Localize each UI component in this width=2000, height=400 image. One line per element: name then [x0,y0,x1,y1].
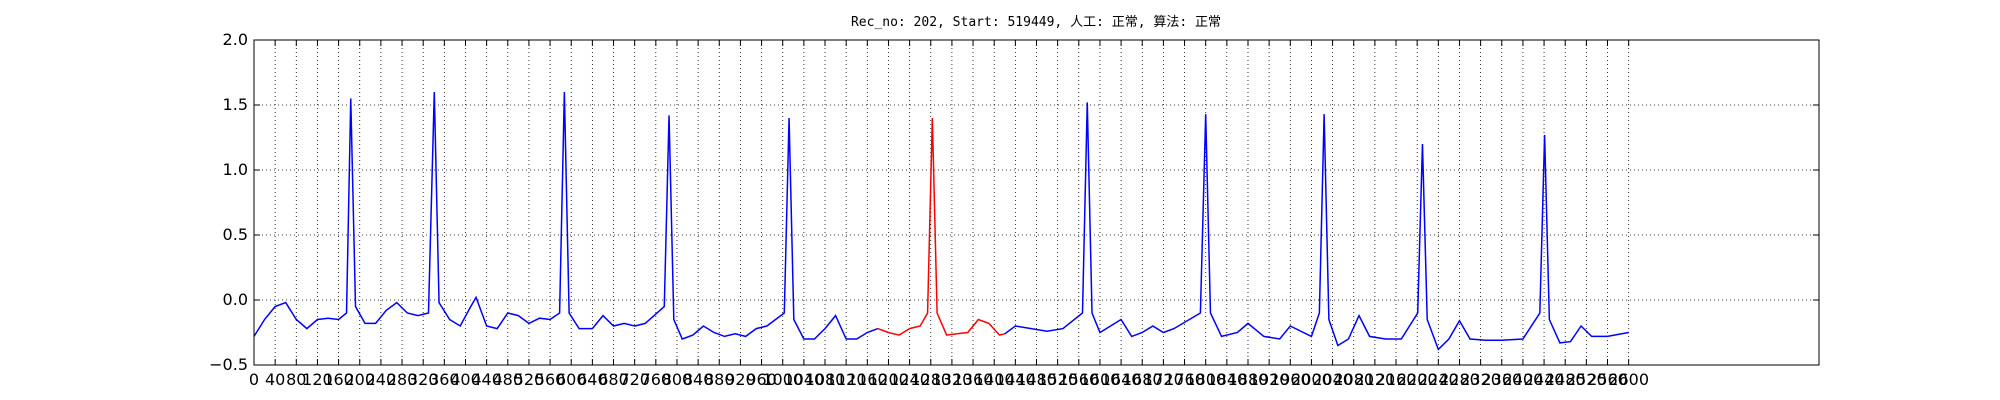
x-tick-label: 1960 [1270,370,1311,389]
x-tick-label: 2240 [1418,370,1459,389]
x-tick-label: 1840 [1206,370,1247,389]
ecg-line [253,91,879,340]
y-tick-label: 2.0 [223,30,248,49]
x-tick-label: 1280 [910,370,951,389]
x-tick-label: 2440 [1524,370,1565,389]
x-tick-label: 760 [641,370,672,389]
x-tick-label: 960 [746,370,777,389]
x-tick-label: 2400 [1503,370,1544,389]
x-tick-label: 1080 [805,370,846,389]
x-tick-label: 1120 [826,370,867,389]
x-tick-label: 240 [366,370,397,389]
x-tick-label: 1000 [762,370,803,389]
x-tick-label: 1560 [1058,370,1099,389]
x-tick-label: 1040 [784,370,825,389]
y-tick-label: 1.5 [223,95,248,114]
x-tick-label: 720 [619,370,650,389]
x-tick-label: 600 [556,370,587,389]
y-tick-label: −0.5 [209,355,248,374]
y-tick-label: 1.0 [223,160,248,179]
x-tick-label: 880 [704,370,735,389]
x-tick-label: 360 [429,370,460,389]
x-tick-label: 2040 [1312,370,1353,389]
x-tick-label: 1240 [889,370,930,389]
x-tick-label: 2360 [1481,370,1522,389]
x-tick-label: 2160 [1376,370,1417,389]
x-tick-label: 840 [683,370,714,389]
x-tick-label: 1680 [1122,370,1163,389]
x-tick-label: 480 [493,370,524,389]
x-tick-label: 160 [323,370,354,389]
ecg-line [1004,102,1629,351]
x-tick-label: 1640 [1101,370,1142,389]
x-tick-label: 1600 [1080,370,1121,389]
x-tick-label: 2480 [1545,370,1586,389]
y-tick-label: 0.0 [223,290,248,309]
x-tick-label: 120 [302,370,333,389]
x-tick-label: 1480 [1016,370,1057,389]
x-tick-label: 1880 [1228,370,1269,389]
x-tick-label: 2560 [1587,370,1628,389]
x-tick-label: 1440 [995,370,1036,389]
x-tick-label: 2320 [1460,370,1501,389]
x-tick-label: 0 [249,370,259,389]
x-tick-label: 200 [344,370,375,389]
x-tick-label: 2600 [1608,370,1649,389]
x-tick-label: 80 [286,370,306,389]
x-tick-label: 1800 [1185,370,1226,389]
x-tick-label: 440 [471,370,502,389]
x-tick-label: 1360 [953,370,994,389]
x-tick-label: 2280 [1439,370,1480,389]
x-tick-label: 1200 [868,370,909,389]
x-tick-label: 1320 [932,370,973,389]
x-tick-label: 320 [408,370,439,389]
x-tick-label: 400 [450,370,481,389]
x-tick-label: 1760 [1164,370,1205,389]
x-tick-label: 520 [514,370,545,389]
chart-title: Rec_no: 202, Start: 519449, 人工: 正常, 算法: … [851,15,1221,30]
x-tick-label: 40 [265,370,285,389]
x-tick-label: 1160 [847,370,888,389]
x-tick-label: 2080 [1333,370,1374,389]
x-tick-label: 560 [535,370,566,389]
plot-frame [253,39,1820,366]
x-tick-label: 920 [725,370,756,389]
x-tick-label: 640 [577,370,608,389]
x-tick-label: 2520 [1566,370,1607,389]
x-tick-label: 1520 [1037,370,1078,389]
x-tick-label: 1720 [1143,370,1184,389]
x-tick-label: 1400 [974,370,1015,389]
x-tick-label: 2000 [1291,370,1332,389]
x-tick-label: 1920 [1249,370,1290,389]
x-tick-label: 280 [387,370,418,389]
x-tick-label: 800 [662,370,693,389]
x-tick-label: 680 [598,370,629,389]
x-tick-label: 2120 [1355,370,1396,389]
x-tick-label: 2200 [1397,370,1438,389]
ecg-line [877,117,1005,336]
y-tick-label: 0.5 [223,225,248,244]
